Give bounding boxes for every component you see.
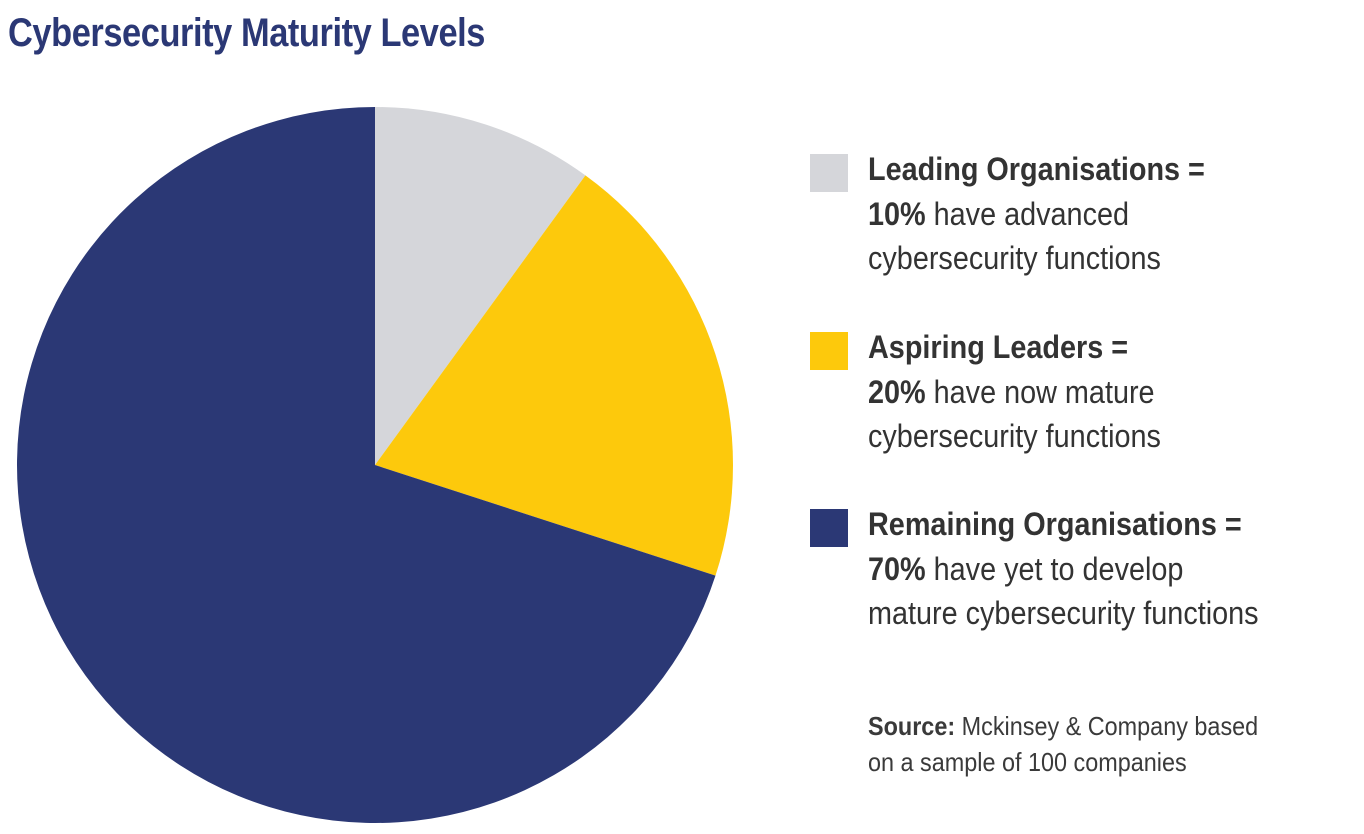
chart-title: Cybersecurity Maturity Levels xyxy=(8,11,485,55)
pie-slice-remaining xyxy=(16,107,716,823)
legend-text-leading: Leading Organisations = 10% have advance… xyxy=(868,147,1205,281)
legend-percent: 20% xyxy=(868,373,926,410)
pie-slice-aspiring xyxy=(375,175,733,576)
legend-desc: have yet to develop xyxy=(925,550,1184,587)
legend-label: Aspiring Leaders = xyxy=(868,329,1129,365)
legend-label: Leading Organisations = xyxy=(868,151,1205,187)
legend-percent: 10% xyxy=(868,195,926,232)
legend-desc-line3: cybersecurity functions xyxy=(868,418,1161,454)
legend-desc: have now mature xyxy=(925,373,1155,410)
legend-desc-line3: cybersecurity functions xyxy=(868,240,1161,276)
legend-label: Remaining Organisations = xyxy=(868,506,1242,542)
pie-slice-leading xyxy=(375,107,586,465)
legend-swatch-remaining xyxy=(810,509,848,547)
pie-chart xyxy=(16,107,733,823)
legend-percent: 70% xyxy=(868,550,926,587)
legend-text-aspiring: Aspiring Leaders = 20% have now mature c… xyxy=(868,325,1161,459)
legend-desc-line3: mature cybersecurity functions xyxy=(868,595,1259,631)
source-label: Source: xyxy=(868,711,956,741)
legend-swatch-leading xyxy=(810,154,848,192)
legend-desc: have advanced xyxy=(925,195,1129,232)
legend-text-remaining: Remaining Organisations = 70% have yet t… xyxy=(868,502,1259,636)
source-note: Source: Mckinsey & Company based on a sa… xyxy=(868,708,1258,780)
legend-swatch-aspiring xyxy=(810,332,848,370)
source-text-line2: on a sample of 100 companies xyxy=(868,747,1187,777)
source-text: Mckinsey & Company based xyxy=(955,711,1259,741)
